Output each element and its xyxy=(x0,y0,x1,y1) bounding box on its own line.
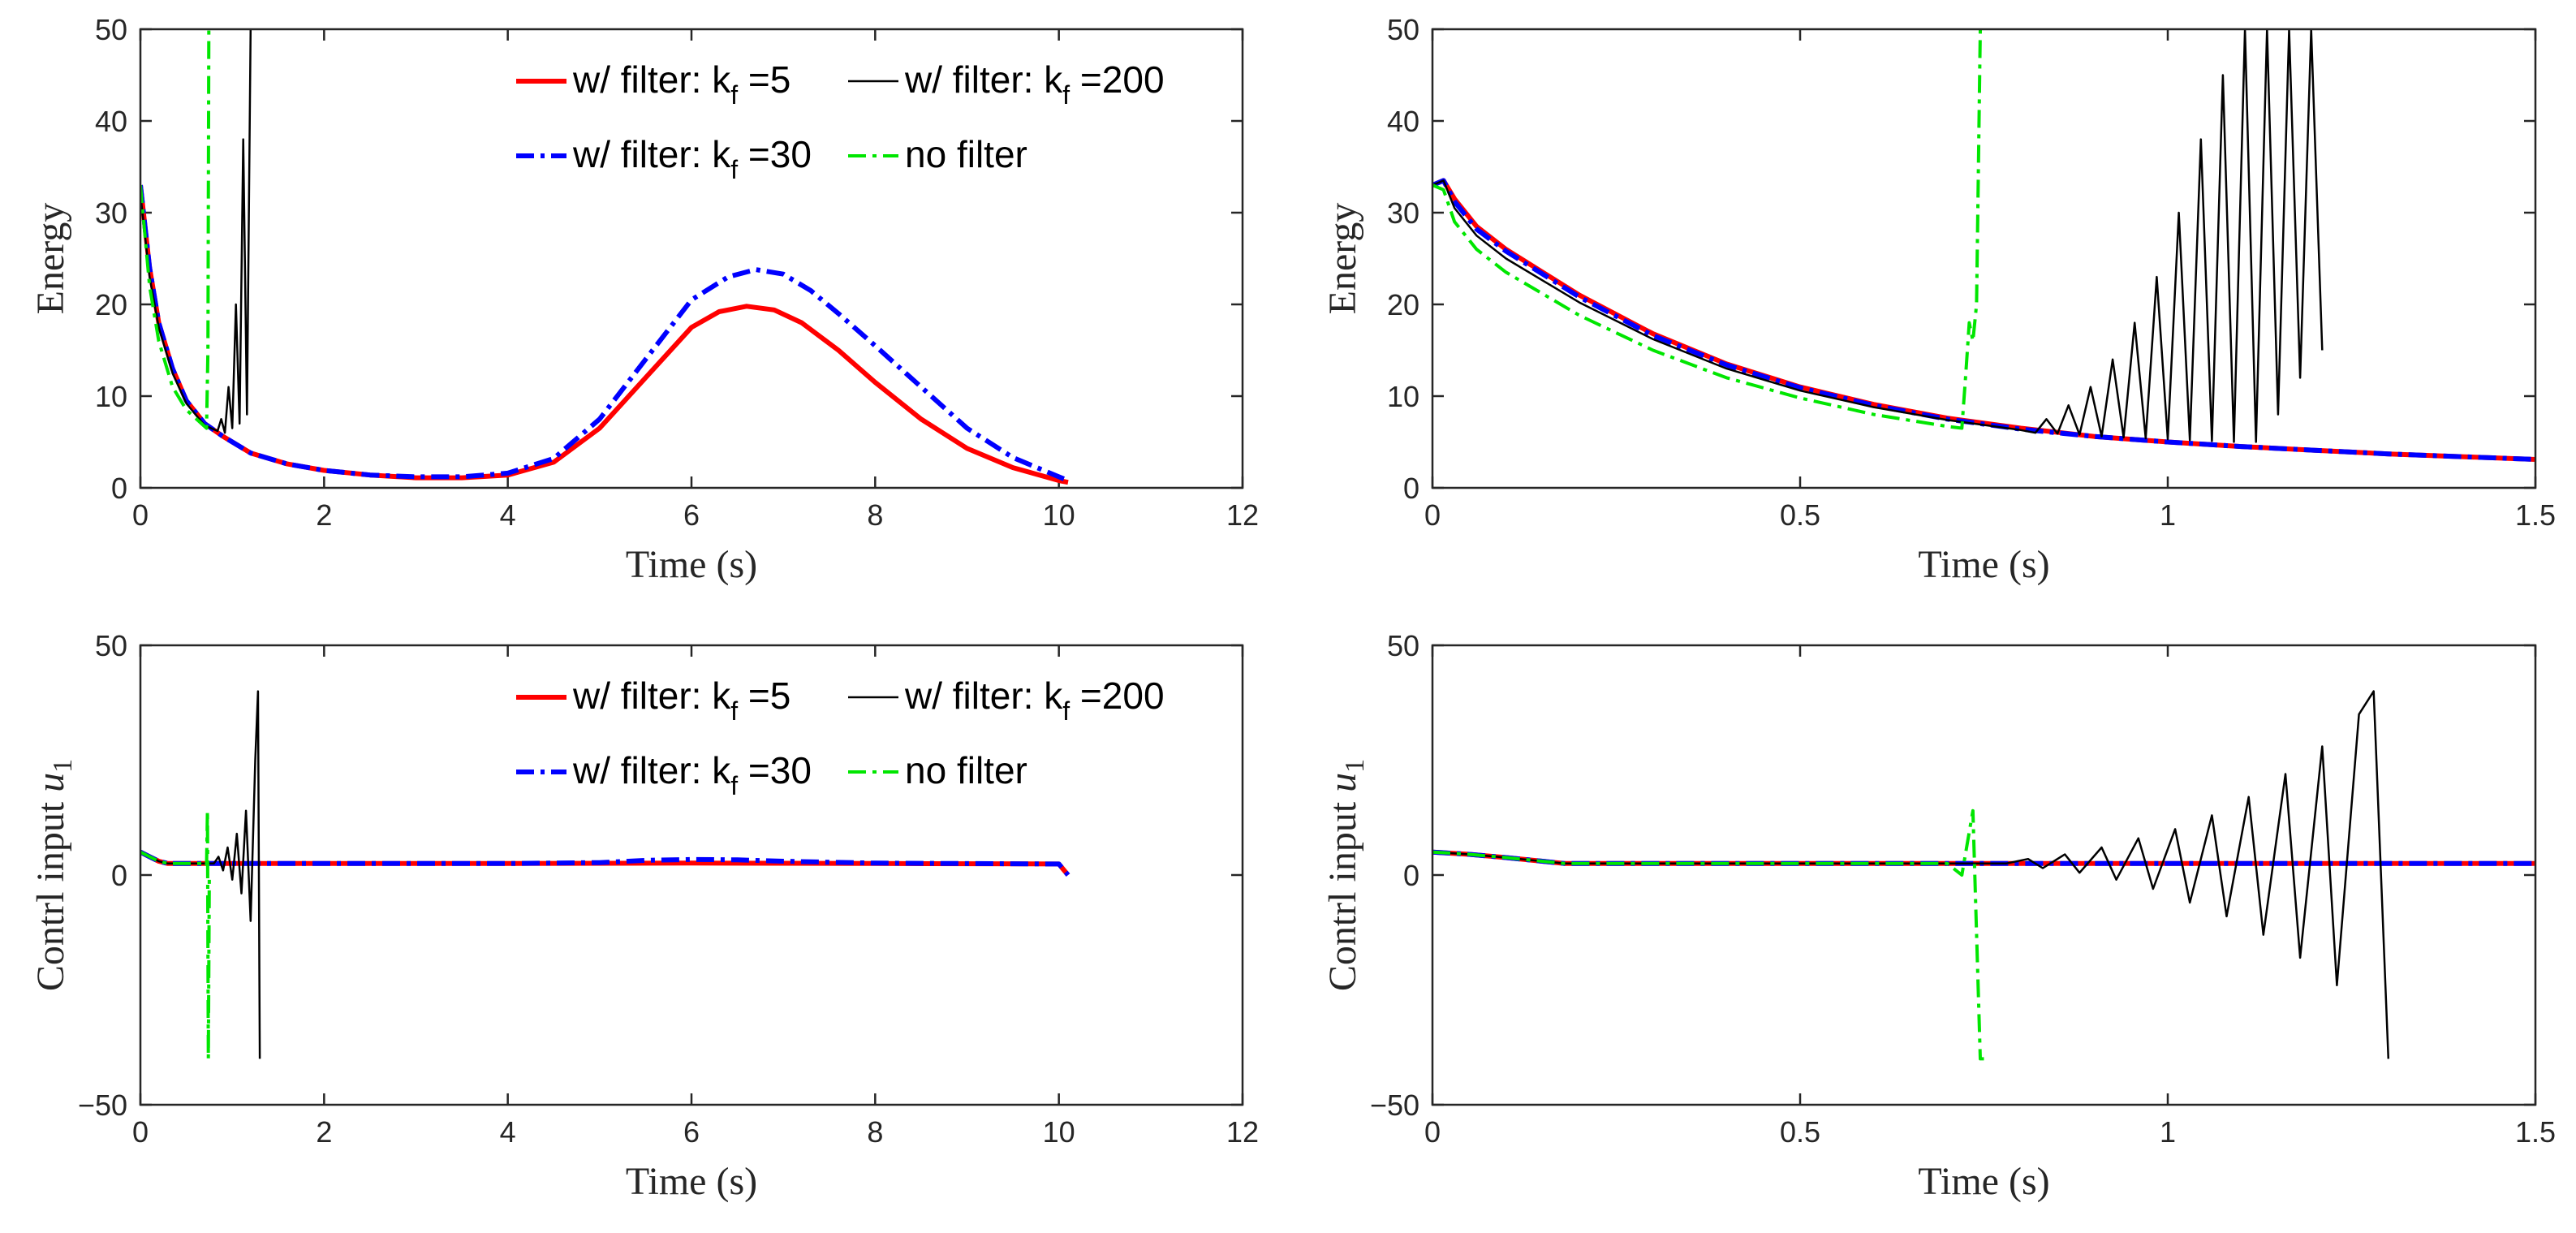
x-tick-label: 8 xyxy=(867,1115,883,1149)
x-tick-label: 2 xyxy=(316,498,332,532)
series-line-1 xyxy=(1432,178,2535,462)
x-tick-label: 1.5 xyxy=(2515,1115,2556,1149)
y-tick-label: 50 xyxy=(1387,13,1419,46)
series-line-0 xyxy=(140,184,1069,485)
x-tick-label: 0 xyxy=(1424,498,1441,532)
plot-frame xyxy=(139,28,1244,489)
y-axis-label: Energy xyxy=(1321,203,1364,315)
x-tick-label: 1 xyxy=(2160,498,2176,532)
legend-label: w/ filter: kf =5 xyxy=(572,58,790,110)
y-tick-label: 20 xyxy=(1387,288,1419,321)
series-line-1 xyxy=(140,184,1070,483)
y-axis-label: Contrl input u1 xyxy=(29,759,78,991)
series-line-2 xyxy=(140,690,261,1059)
chart-energy-zoom: 0 0.5 1 1.5 0 10 20 30 40 50 Time (s) Energy xyxy=(1321,13,2556,586)
series-line-0 xyxy=(1432,178,2535,462)
legend-label: w/ filter: kf =200 xyxy=(904,675,1165,726)
x-tick-label: 2 xyxy=(316,1115,332,1149)
y-tick-label: 10 xyxy=(95,380,127,413)
x-tick-label: 0 xyxy=(132,1115,149,1149)
series-line-2 xyxy=(1432,690,2390,1059)
series-line-2 xyxy=(1432,29,2324,443)
y-tick-label: 10 xyxy=(1387,380,1419,413)
x-tick-label: 0.5 xyxy=(1780,498,1820,532)
plot-frame xyxy=(1431,28,2537,489)
legend-label: w/ filter: kf =30 xyxy=(572,749,812,800)
legend-label: no filter xyxy=(905,133,1027,175)
y-tick-label: 0 xyxy=(111,859,127,892)
legend-label: no filter xyxy=(905,749,1027,791)
series-group xyxy=(1432,29,2535,462)
y-tick-label: 50 xyxy=(95,13,127,46)
x-axis-label: Time (s) xyxy=(626,1160,757,1203)
y-tick-label: 20 xyxy=(95,288,127,321)
series-line-3 xyxy=(1432,808,1984,1061)
y-axis-label: Contrl input u1 xyxy=(1321,759,1370,991)
x-tick-label: 1.5 xyxy=(2515,498,2556,532)
y-tick-label: −50 xyxy=(78,1089,127,1122)
chart-energy-full: 0 2 4 6 8 10 12 0 10 20 30 40 50 Time (s) Energy w/ fil… xyxy=(29,13,1259,586)
x-tick-label: 0 xyxy=(1424,1115,1441,1149)
y-tick-label: 50 xyxy=(95,629,127,662)
x-tick-label: 1 xyxy=(2160,1115,2176,1149)
y-tick-label: 0 xyxy=(1403,859,1419,892)
legend-label: w/ filter: kf =30 xyxy=(572,133,812,184)
y-tick-label: 40 xyxy=(95,105,127,138)
series-line-3 xyxy=(140,29,211,430)
x-axis-label: Time (s) xyxy=(1918,543,2049,586)
plot-frame xyxy=(1431,644,2537,1106)
x-tick-label: 8 xyxy=(867,498,883,532)
x-tick-label: 0 xyxy=(132,498,149,532)
legend: w/ filter: kf =5 w/ filter: kf =200 w/ fil… xyxy=(516,58,1165,184)
series-line-3 xyxy=(140,808,211,1061)
series-line-2 xyxy=(140,29,252,434)
y-tick-label: 30 xyxy=(1387,196,1419,230)
x-axis-label: Time (s) xyxy=(626,543,757,586)
legend-label: w/ filter: kf =5 xyxy=(572,675,790,726)
x-tick-label: 10 xyxy=(1043,1115,1075,1149)
x-tick-label: 4 xyxy=(500,1115,516,1149)
legend: w/ filter: kf =5 w/ filter: kf =200 w/ fil… xyxy=(516,675,1165,800)
y-tick-label: 30 xyxy=(95,196,127,230)
series-group xyxy=(140,690,1070,1061)
legend-label: w/ filter: kf =200 xyxy=(904,58,1165,110)
plot-frame xyxy=(139,644,1244,1106)
y-tick-label: 40 xyxy=(1387,105,1419,138)
x-tick-label: 6 xyxy=(683,498,700,532)
series-group xyxy=(140,29,1070,485)
x-tick-label: 12 xyxy=(1226,498,1259,532)
x-tick-label: 0.5 xyxy=(1780,1115,1820,1149)
y-axis-label: Energy xyxy=(29,203,72,315)
y-tick-label: −50 xyxy=(1370,1089,1419,1122)
x-tick-label: 6 xyxy=(683,1115,700,1149)
y-tick-label: 0 xyxy=(1403,472,1419,505)
x-tick-label: 10 xyxy=(1043,498,1075,532)
series-line-3 xyxy=(1432,29,1984,430)
y-tick-label: 0 xyxy=(111,472,127,505)
x-tick-label: 4 xyxy=(500,498,516,532)
series-group xyxy=(1432,690,2535,1061)
x-axis-label: Time (s) xyxy=(1918,1160,2049,1203)
y-tick-label: 50 xyxy=(1387,629,1419,662)
x-tick-label: 12 xyxy=(1226,1115,1259,1149)
